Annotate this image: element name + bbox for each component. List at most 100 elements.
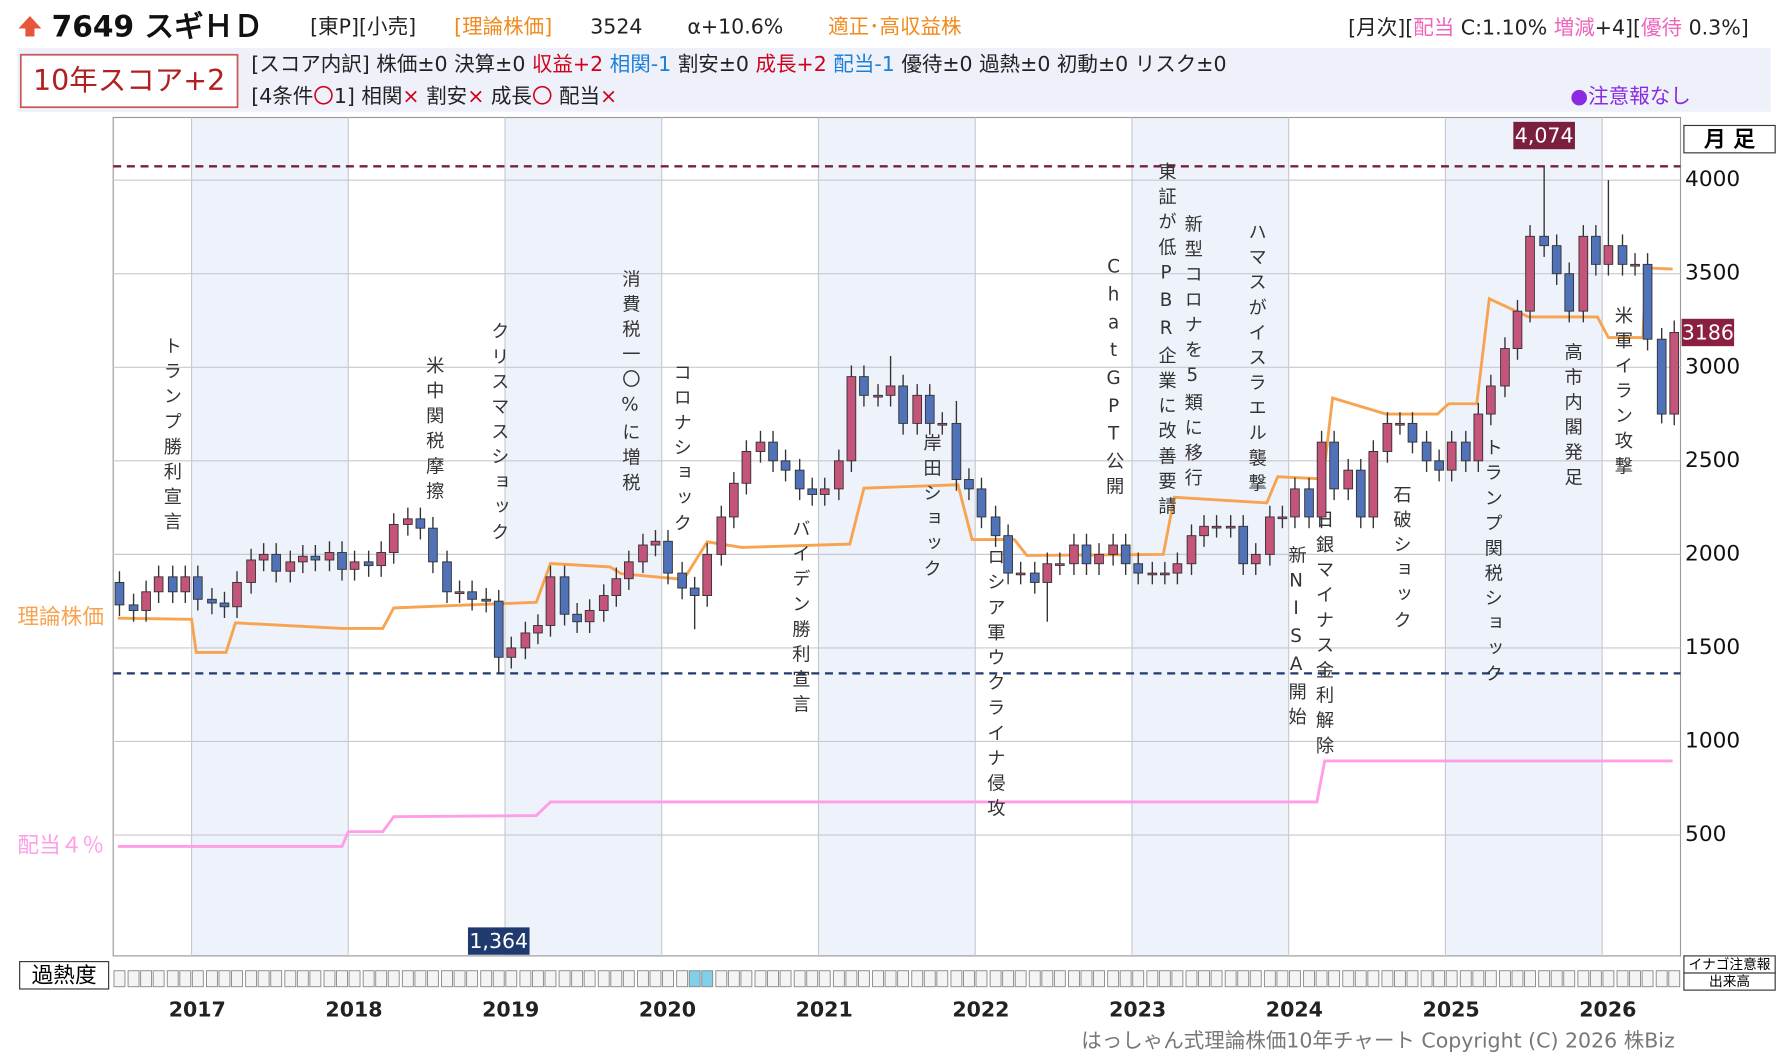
candle-body bbox=[1656, 338, 1667, 415]
overheat-cell bbox=[323, 970, 336, 988]
candle-body bbox=[1042, 563, 1053, 583]
overheat-cell bbox=[715, 970, 728, 988]
overheat-cell bbox=[1394, 970, 1406, 988]
segment: 〇 bbox=[313, 84, 334, 108]
score-band bbox=[17, 47, 1771, 112]
overheat-cell bbox=[1538, 970, 1551, 988]
x-tick-label: 2019 bbox=[482, 998, 539, 1022]
overheat-cell bbox=[401, 970, 414, 988]
candle-body bbox=[1460, 441, 1471, 462]
candle-body bbox=[729, 482, 739, 518]
candle-body bbox=[572, 613, 582, 623]
overheat-cell bbox=[1354, 970, 1367, 988]
segment: 配当 bbox=[559, 84, 600, 108]
event-annotation: 岸田ショック bbox=[921, 433, 942, 584]
candle-body bbox=[807, 488, 818, 495]
candle-body bbox=[663, 540, 673, 574]
candle-body bbox=[1551, 245, 1562, 275]
candle-body bbox=[1591, 235, 1601, 265]
last-label-box bbox=[1681, 318, 1735, 347]
overheat-cell bbox=[975, 970, 988, 988]
volume-box bbox=[1683, 972, 1776, 991]
overheat-cell bbox=[845, 970, 858, 988]
min-label-box bbox=[467, 927, 530, 955]
plot-frame bbox=[112, 116, 1682, 957]
candle-body bbox=[1003, 535, 1013, 574]
candle-body bbox=[819, 488, 830, 495]
candle-body bbox=[1211, 525, 1222, 529]
candle-body bbox=[937, 422, 948, 426]
alert: ●注意報なし bbox=[1570, 84, 1690, 108]
candle-body bbox=[403, 518, 413, 525]
overheat-cell bbox=[166, 970, 179, 988]
candle-body bbox=[834, 460, 844, 490]
overheat-cell bbox=[257, 970, 270, 988]
overheat-cell bbox=[113, 970, 126, 988]
overheat-cell bbox=[519, 970, 532, 988]
monthly-part: +4][ bbox=[1595, 16, 1641, 40]
event-annotation: トランプ勝利宣言 bbox=[161, 337, 182, 538]
overheat-cell bbox=[309, 970, 322, 988]
overheat-cell bbox=[1550, 970, 1563, 988]
candle-body bbox=[702, 553, 713, 596]
candle-body bbox=[1500, 348, 1510, 387]
candle-body bbox=[481, 598, 492, 602]
candle-body bbox=[1160, 572, 1170, 576]
overheat-cell bbox=[336, 970, 348, 988]
dividend-label: 配当４％ bbox=[17, 833, 104, 858]
overheat-cell bbox=[662, 970, 674, 988]
overheat-cell bbox=[818, 970, 831, 988]
candle-body bbox=[768, 441, 778, 462]
event-annotation: 日銀マイナス金利解除 bbox=[1313, 510, 1334, 761]
overheat-cell bbox=[1315, 970, 1328, 988]
candle-body bbox=[1395, 422, 1405, 426]
candle-body bbox=[741, 451, 752, 484]
overheat-cell bbox=[1224, 970, 1237, 988]
year-band bbox=[1131, 117, 1289, 956]
candle-body bbox=[559, 576, 570, 615]
overheat-cell bbox=[872, 970, 884, 988]
candle-body bbox=[912, 394, 923, 424]
overheat-cell bbox=[284, 970, 297, 988]
event-annotation: 米軍イラン攻撃 bbox=[1612, 306, 1633, 482]
alpha: α+10.6% bbox=[687, 14, 783, 38]
theory-label: [理論株価] bbox=[454, 14, 552, 38]
overheat-cell bbox=[414, 970, 427, 988]
candle-body bbox=[167, 576, 178, 593]
overheat-cell bbox=[1420, 970, 1433, 988]
candle-body bbox=[533, 625, 543, 634]
overheat-cell bbox=[637, 970, 649, 988]
candle-body bbox=[1512, 310, 1523, 350]
candle-body bbox=[298, 555, 308, 563]
candle-body bbox=[1108, 544, 1118, 555]
candle-body bbox=[1617, 245, 1628, 265]
event-annotation: 高市内閣発足 bbox=[1562, 342, 1583, 493]
candle-body bbox=[885, 385, 896, 396]
overheat-cell bbox=[1263, 970, 1276, 988]
candle-body bbox=[349, 561, 360, 570]
candle-body bbox=[1015, 572, 1026, 576]
overheat-cell bbox=[1107, 970, 1120, 988]
overheat-cell bbox=[806, 970, 819, 988]
overheat-cell bbox=[1249, 970, 1262, 988]
segment: × bbox=[467, 84, 491, 108]
candle-body bbox=[990, 516, 1001, 537]
overheat-cell bbox=[1002, 970, 1015, 988]
candle-body bbox=[219, 602, 230, 608]
monthly-part: 配当 bbox=[1413, 16, 1454, 40]
overheat-cell bbox=[492, 970, 505, 988]
candle-body bbox=[114, 581, 125, 606]
overheat-cell bbox=[531, 970, 544, 988]
candle-body bbox=[545, 576, 556, 626]
event-annotation: トランプ関税ショック bbox=[1482, 438, 1503, 689]
monthly-info: [月次][配当 C:1.10% 増減+4][優待 0.3%] bbox=[1316, 16, 1769, 40]
overheat-cell bbox=[270, 970, 283, 988]
overheat-cell bbox=[362, 970, 375, 988]
overheat-cell bbox=[857, 970, 870, 988]
candle-body bbox=[442, 561, 452, 593]
segment: 割安±0 bbox=[678, 52, 756, 76]
candle-body bbox=[388, 523, 399, 553]
year-band bbox=[1445, 117, 1603, 956]
overheat-cell bbox=[505, 970, 518, 988]
segment: 収益+2 bbox=[532, 52, 610, 76]
